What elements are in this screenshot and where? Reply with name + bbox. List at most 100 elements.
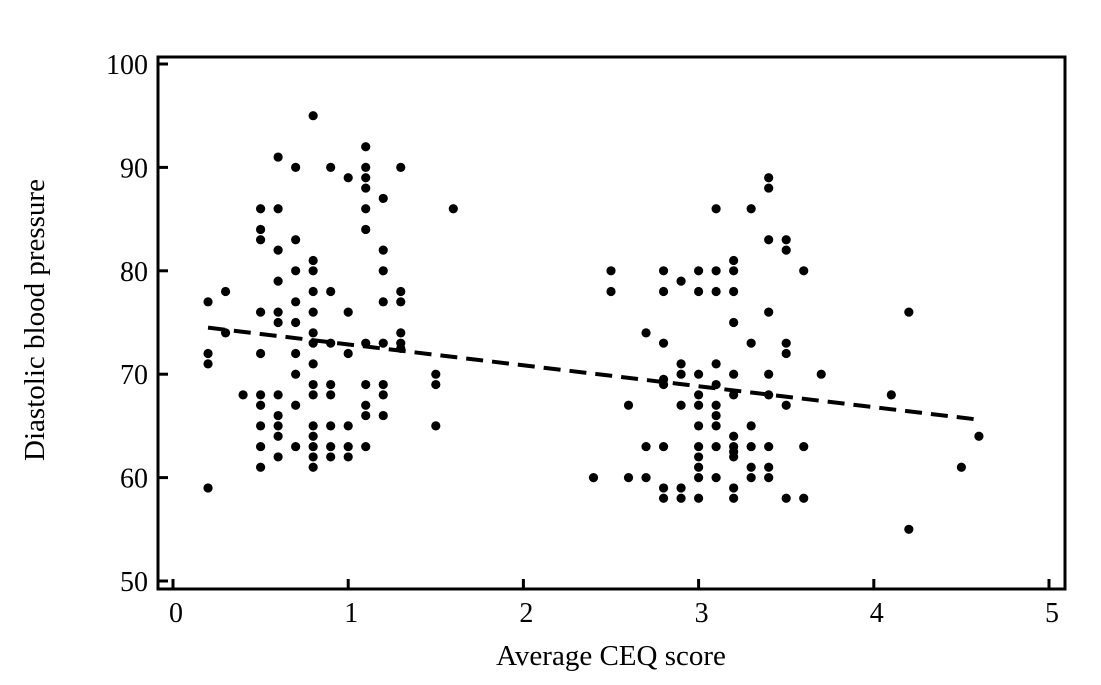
- data-point: [658, 483, 669, 493]
- data-point: [641, 328, 651, 338]
- data-point: [291, 162, 301, 172]
- x-axis-title: Average CEQ score: [496, 640, 726, 672]
- data-point: [361, 441, 371, 452]
- data-point: [396, 162, 406, 172]
- data-point: [676, 359, 686, 369]
- plot-frame: [156, 55, 1067, 591]
- data-point: [308, 359, 318, 369]
- data-point: [343, 173, 353, 183]
- data-point: [361, 224, 371, 235]
- data-point: [256, 390, 266, 400]
- data-point: [326, 452, 336, 462]
- data-point: [658, 379, 669, 390]
- data-point: [606, 286, 616, 297]
- x-tick-label: 2: [519, 598, 533, 629]
- x-axis: 0 1 2 3 4 5: [169, 579, 1059, 629]
- data-point: [378, 390, 388, 400]
- data-point: [781, 400, 791, 410]
- data-point: [956, 462, 967, 472]
- data-point: [764, 235, 774, 245]
- data-point: [256, 400, 266, 410]
- data-point: [606, 266, 616, 276]
- data-point: [746, 338, 756, 348]
- data-point: [308, 328, 318, 338]
- data-point: [694, 390, 704, 400]
- data-point: [764, 173, 774, 183]
- data-point: [361, 142, 371, 152]
- data-point: [729, 317, 739, 328]
- data-point: [781, 235, 791, 245]
- data-point: [378, 245, 388, 255]
- data-point: [694, 266, 704, 276]
- data-point: [641, 441, 651, 452]
- data-point: [256, 462, 266, 472]
- data-point: [781, 493, 791, 503]
- data-point: [729, 369, 739, 379]
- data-point: [256, 224, 266, 235]
- data-point: [273, 204, 283, 214]
- data-point: [308, 462, 318, 472]
- data-point: [694, 400, 704, 410]
- data-point: [203, 297, 213, 307]
- data-point: [256, 348, 266, 359]
- data-point: [764, 441, 774, 452]
- x-tick-label: 3: [695, 598, 709, 629]
- data-point: [378, 193, 388, 204]
- data-point: [203, 348, 213, 359]
- data-point: [729, 483, 739, 493]
- data-point: [396, 297, 406, 307]
- data-point: [431, 379, 441, 390]
- data-point: [378, 297, 388, 307]
- data-point: [711, 400, 721, 410]
- data-point: [291, 441, 301, 452]
- data-point: [256, 235, 266, 245]
- data-point: [711, 410, 721, 421]
- data-point: [273, 317, 283, 328]
- data-point: [729, 431, 739, 441]
- data-point: [326, 421, 336, 431]
- data-point: [396, 343, 406, 353]
- data-point: [746, 441, 756, 452]
- data-point: [326, 441, 336, 452]
- data-point: [711, 379, 721, 390]
- data-point: [711, 441, 721, 452]
- data-point: [799, 266, 809, 276]
- data-point: [694, 421, 704, 431]
- data-point: [799, 493, 809, 503]
- data-point: [291, 369, 301, 379]
- data-point: [781, 338, 791, 348]
- data-point: [676, 483, 686, 493]
- y-tick-label: 50: [120, 567, 148, 598]
- data-point: [273, 245, 283, 255]
- data-point: [431, 421, 441, 431]
- data-point: [886, 390, 896, 400]
- data-point: [273, 410, 283, 421]
- data-point: [291, 400, 301, 410]
- data-point: [291, 266, 301, 276]
- data-point: [746, 421, 756, 431]
- data-point: [308, 452, 318, 462]
- data-point: [729, 266, 739, 276]
- data-point: [378, 266, 388, 276]
- data-point: [431, 369, 441, 379]
- data-point: [361, 162, 371, 172]
- data-point: [711, 359, 721, 369]
- data-point: [396, 286, 406, 297]
- data-point: [326, 379, 336, 390]
- data-point: [361, 379, 371, 390]
- y-tick-label: 80: [120, 257, 148, 288]
- data-point: [326, 162, 336, 172]
- data-point: [904, 307, 914, 317]
- data-point: [623, 400, 634, 410]
- x-tick-label: 1: [344, 598, 358, 629]
- data-point: [256, 441, 266, 452]
- data-point: [361, 338, 371, 348]
- data-point: [694, 462, 704, 472]
- data-point: [256, 204, 266, 214]
- data-point: [308, 307, 318, 317]
- data-point: [711, 266, 721, 276]
- trend-line: [207, 325, 980, 422]
- data-point: [308, 421, 318, 431]
- data-point: [378, 379, 388, 390]
- data-point: [273, 276, 283, 286]
